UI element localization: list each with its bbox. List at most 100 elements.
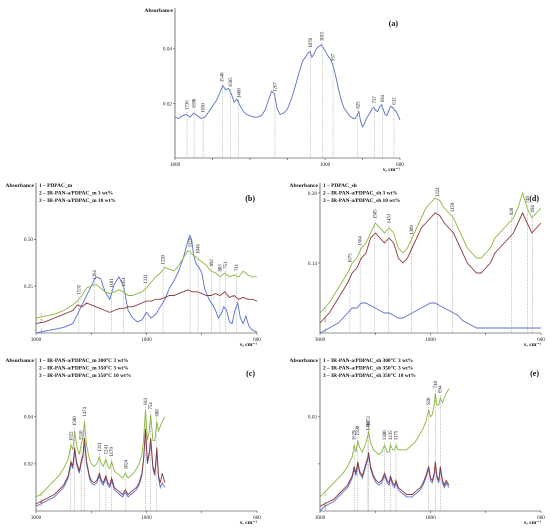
legend-entry: 3 – IR-PAN-a/PDPAC_m 10 wt% (39, 198, 116, 204)
peak-label: 1241 (104, 444, 109, 454)
peak-label: 1126 (189, 237, 194, 247)
peak-label: 1580 (73, 416, 78, 426)
peak-label: 748 (434, 381, 439, 389)
panel-e: 3000 1800 600 0.03 Absorbance ν, cm⁻¹ (e) 1 – I… (289, 357, 545, 526)
peak-label: 694 (531, 205, 536, 213)
y-axis-title: Absorbance (289, 358, 318, 364)
peak-label: 1510 (80, 430, 85, 440)
peak-label: 737 (373, 96, 378, 104)
panel-label: (d) (529, 194, 539, 203)
x-tick-label: 3000 (315, 515, 326, 521)
series-line-2 (319, 211, 542, 324)
peak-label: 1480 (366, 420, 371, 430)
series-line-1 (319, 302, 541, 334)
legend-entry: 2 – IR-PAN-a/PDPAC_sh 3 wt% (323, 191, 398, 197)
peak-label: 754 (149, 402, 154, 410)
x-tick-label: 3000 (31, 515, 42, 521)
series-line-3 (319, 388, 450, 498)
peak-label: 1311 (98, 442, 103, 452)
series-number: 3 (40, 314, 43, 319)
panel-b: 3000 1800 600 0.25 0.50 Absorbance ν, cm⁻¹ (b) 1… (5, 183, 261, 348)
peak-label: 1051 (122, 277, 127, 287)
peak-label: 688 (155, 409, 160, 417)
peak-label: 1364 (93, 270, 98, 280)
y-axis-title: Absorbance (144, 8, 173, 14)
peak-label: 694 (381, 94, 386, 102)
legend-entry: 3 – IR-PAN-a/PDPAC_sh 10 wt% (323, 198, 400, 204)
series-number: 1 (324, 329, 327, 334)
peak-label: 1590 (356, 425, 361, 435)
peak-label: 820 (427, 397, 432, 405)
peak-label: 1300 (383, 430, 388, 440)
panel-label: (a) (389, 19, 399, 28)
series-line-a (174, 44, 401, 128)
peak-label: 632 (393, 97, 398, 105)
peak-label: 1548 (221, 72, 226, 82)
y-tick-label: 0.03 (308, 415, 317, 421)
legend-entry: 1 – IR-PAN-a/PDPAC_sh 300°C 3 wt% (323, 357, 413, 364)
x-tick-label: 1800 (141, 515, 152, 521)
peak-label: 1622 (69, 431, 74, 441)
legend-entry: 1 – PDPAC_m (39, 183, 73, 189)
series-line-3 (35, 409, 166, 498)
peak-label: 1015 (321, 31, 326, 41)
series-number: 2 (40, 320, 43, 325)
peak-label: 1453 (387, 213, 392, 223)
peak-label: 1505 (373, 209, 378, 219)
series-number: 2 (324, 502, 327, 507)
panel-label: (b) (245, 194, 255, 203)
peak-label: 1309 (410, 225, 415, 235)
x-axis-title: ν, cm⁻¹ (523, 342, 541, 348)
peak-label: 1224 (436, 187, 441, 197)
series-number: 2 (40, 500, 43, 505)
peak-label: 1474 (83, 406, 88, 416)
peak-label: 1650 (202, 103, 207, 113)
panel-c: 3000 1800 600 0.02 0.04 Absorbance ν, cm⁻¹ (c) 1… (5, 357, 261, 526)
series-number: 1 (324, 507, 327, 512)
y-tick-label: 0.04 (163, 47, 172, 53)
x-tick-label: 600 (253, 337, 261, 343)
series-number: 1 (40, 329, 43, 334)
x-tick-label: 3000 (31, 337, 42, 343)
peak-label: 1235 (389, 430, 394, 440)
peak-label: 1046 (197, 244, 202, 254)
x-tick-label: 600 (537, 337, 545, 343)
y-axis-title: Absorbance (289, 183, 318, 189)
y-tick-label: 0.04 (24, 415, 33, 421)
panel-a: 1800 1000 600 0.02 0.04 Absorbance ν, cm⁻¹ (a) 1… (144, 8, 404, 173)
peak-label: 811 (144, 397, 149, 405)
series-number: 3 (324, 493, 327, 498)
peak-label: 1220 (162, 254, 167, 264)
series-line-1 (319, 454, 450, 512)
x-tick-label: 3000 (315, 337, 326, 343)
y-axis-title: Absorbance (5, 358, 34, 364)
series-number: 1 (40, 502, 43, 507)
x-tick-label: 1800 (170, 162, 181, 168)
legend-entry: 1 – IR-PAN-a/PDPAC_m 300°C 3 wt% (39, 357, 129, 364)
peak-label: 1159 (451, 202, 456, 212)
peak-label: 1675 (348, 253, 353, 263)
peak-label: 1460 (237, 88, 242, 98)
peak-label: 825 (356, 101, 361, 109)
peak-label: 1736 (186, 100, 191, 110)
peak-label: 820 (510, 207, 515, 215)
x-tick-label: 1800 (425, 515, 436, 521)
peak-label: 1473 (367, 416, 372, 426)
peak-label: 751 (224, 261, 229, 269)
panel-label: (e) (530, 369, 539, 378)
y-tick-label: 0.14 (308, 261, 317, 267)
y-tick-label: 0.02 (163, 101, 172, 107)
peak-label: 1535 (77, 284, 82, 294)
series-number: 2 (324, 319, 327, 324)
x-tick-label: 600 (396, 162, 404, 168)
series-line-2 (35, 428, 166, 505)
peak-label: 1181 (110, 278, 115, 288)
x-axis-title: ν, cm⁻¹ (239, 520, 257, 526)
y-tick-label: 0.25 (24, 284, 33, 290)
legend-entry: 3 – IR-PAN-a/PDPAC_m 350°C 10 wt% (39, 372, 131, 379)
x-tick-label: 1800 (141, 337, 152, 343)
y-axis-title: Absorbance (5, 183, 34, 189)
legend-entry: 2 – IR-PAN-a/PDPAC_sh 350°C 3 wt% (323, 365, 413, 372)
peak-label: 1629 (353, 430, 358, 440)
x-tick-label: 600 (537, 515, 545, 521)
